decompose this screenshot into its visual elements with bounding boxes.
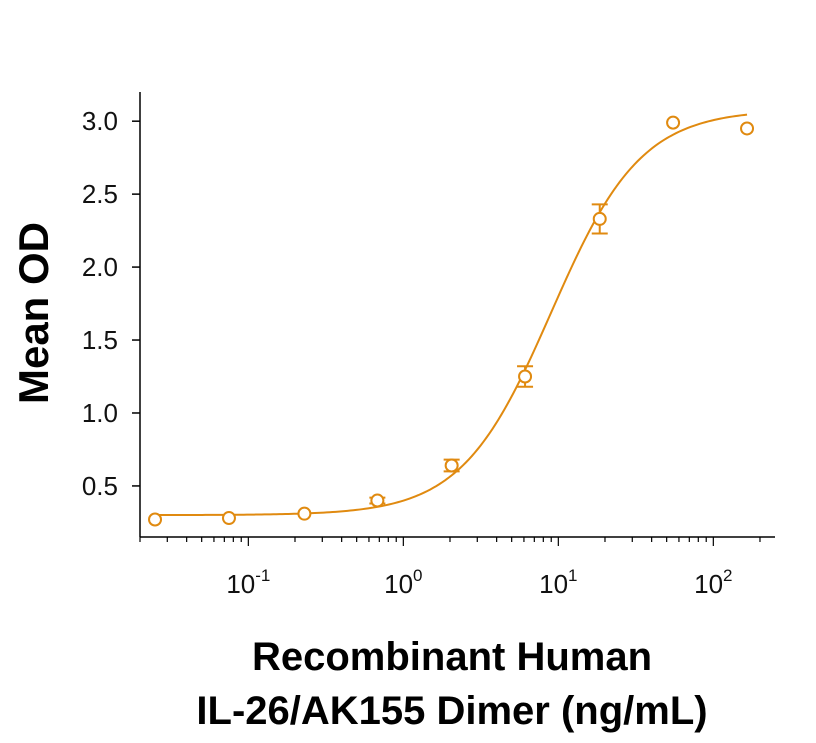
y-tick-label: 1.0 bbox=[82, 398, 118, 428]
y-tick-label: 2.0 bbox=[82, 252, 118, 282]
data-point bbox=[666, 115, 681, 130]
data-point bbox=[740, 121, 755, 136]
data-point bbox=[518, 369, 533, 384]
x-ticks: 10-1 100 101 102 bbox=[139, 537, 761, 599]
data-point bbox=[444, 458, 459, 473]
data-point bbox=[221, 511, 236, 526]
y-tick-label: 3.0 bbox=[82, 106, 118, 136]
axes bbox=[139, 92, 775, 538]
data-points bbox=[148, 115, 755, 527]
y-tick-label: 0.5 bbox=[82, 471, 118, 501]
y-axis-label: Mean OD bbox=[10, 222, 57, 404]
data-point bbox=[148, 512, 163, 527]
data-point bbox=[297, 506, 312, 521]
y-tick-label: 2.5 bbox=[82, 179, 118, 209]
x-tick-label: 10-1 bbox=[226, 566, 270, 599]
fit-curve bbox=[155, 113, 748, 517]
x-tick-label: 101 bbox=[539, 566, 577, 599]
data-point bbox=[592, 211, 607, 226]
x-axis-label-line1: Recombinant Human bbox=[252, 635, 652, 679]
x-axis-label-line2: IL-26/AK155 Dimer (ng/mL) bbox=[196, 689, 707, 733]
data-point bbox=[370, 493, 385, 508]
y-ticks: 0.5 1.0 1.5 2.0 2.5 3.0 bbox=[82, 106, 140, 501]
x-tick-label: 102 bbox=[694, 566, 732, 599]
y-tick-label: 1.5 bbox=[82, 325, 118, 355]
x-tick-label: 100 bbox=[384, 566, 422, 599]
